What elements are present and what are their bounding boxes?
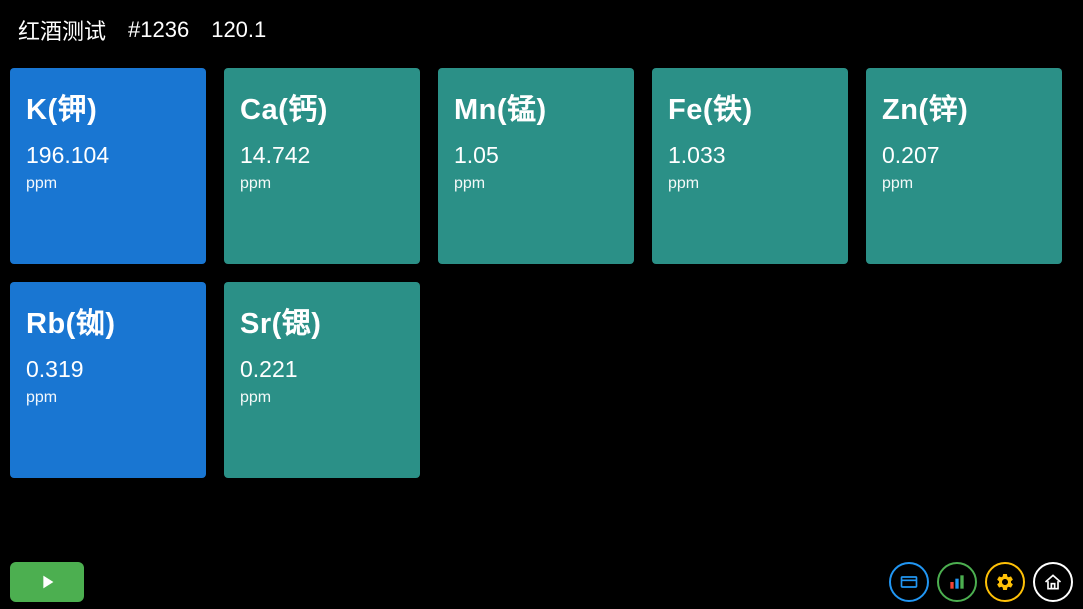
card-value: 14.742 — [240, 142, 404, 169]
card-unit: ppm — [240, 175, 404, 193]
card-unit: ppm — [240, 389, 404, 407]
play-button[interactable] — [10, 562, 84, 602]
element-card[interactable]: Rb(铷) 0.319 ppm — [10, 282, 206, 478]
element-card[interactable]: Mn(锰) 1.05 ppm — [438, 68, 634, 264]
element-card[interactable]: K(钾) 196.104 ppm — [10, 68, 206, 264]
card-unit: ppm — [668, 175, 832, 193]
card-element-name: Zn(锌) — [882, 86, 1046, 128]
right-icons — [889, 562, 1073, 602]
card-unit: ppm — [26, 175, 190, 193]
chart-icon — [947, 572, 967, 592]
header-version: 120.1 — [211, 17, 266, 43]
element-card[interactable]: Ca(钙) 14.742 ppm — [224, 68, 420, 264]
card-element-name: Fe(铁) — [668, 86, 832, 128]
card-value: 0.221 — [240, 356, 404, 383]
card-value: 1.05 — [454, 142, 618, 169]
settings-button[interactable] — [985, 562, 1025, 602]
card-unit: ppm — [882, 175, 1046, 193]
card-element-name: Mn(锰) — [454, 86, 618, 128]
card-value: 0.207 — [882, 142, 1046, 169]
card-icon — [899, 572, 919, 592]
home-icon — [1043, 572, 1063, 592]
card-element-name: Ca(钙) — [240, 86, 404, 128]
bottom-bar — [0, 555, 1083, 609]
element-card[interactable]: Zn(锌) 0.207 ppm — [866, 68, 1062, 264]
play-icon — [36, 571, 58, 593]
header-title: 红酒测试 — [18, 14, 106, 46]
card-element-name: Rb(铷) — [26, 300, 190, 342]
home-button[interactable] — [1033, 562, 1073, 602]
card-value: 196.104 — [26, 142, 190, 169]
header-id: #1236 — [128, 17, 189, 43]
element-card[interactable]: Sr(锶) 0.221 ppm — [224, 282, 420, 478]
card-unit: ppm — [454, 175, 618, 193]
gear-icon — [995, 572, 1015, 592]
element-card[interactable]: Fe(铁) 1.033 ppm — [652, 68, 848, 264]
card-unit: ppm — [26, 389, 190, 407]
header: 红酒测试 #1236 120.1 — [0, 0, 1083, 60]
chart-button[interactable] — [937, 562, 977, 602]
card-element-name: Sr(锶) — [240, 300, 404, 342]
card-value: 1.033 — [668, 142, 832, 169]
card-element-name: K(钾) — [26, 86, 190, 128]
card-value: 0.319 — [26, 356, 190, 383]
element-grid: K(钾) 196.104 ppm Ca(钙) 14.742 ppm Mn(锰) 1.05 ppm… — [0, 60, 1083, 478]
card-button[interactable] — [889, 562, 929, 602]
